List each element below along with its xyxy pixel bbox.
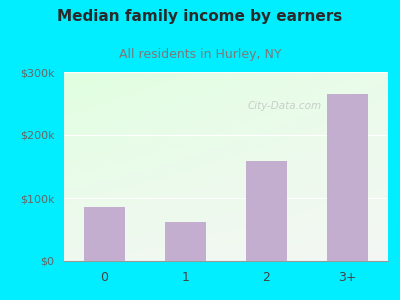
Text: All residents in Hurley, NY: All residents in Hurley, NY [119,48,281,61]
Text: Median family income by earners: Median family income by earners [57,9,343,24]
Bar [246,161,287,261]
Bar [84,208,125,261]
Text: City-Data.com: City-Data.com [247,101,321,111]
Bar [165,222,206,261]
Bar [327,94,368,261]
